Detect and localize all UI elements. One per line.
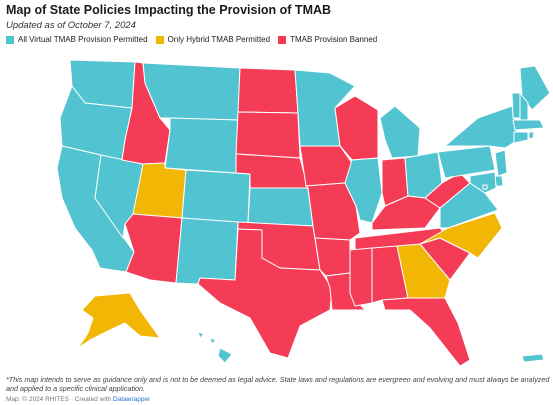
state-ct[interactable] bbox=[513, 131, 529, 144]
disclaimer-note: *This map intends to serve as guidance o… bbox=[6, 375, 550, 393]
state-pa[interactable] bbox=[437, 145, 496, 179]
state-co[interactable] bbox=[181, 169, 251, 224]
state-ks[interactable] bbox=[247, 187, 314, 227]
state-me[interactable] bbox=[519, 65, 551, 111]
state-sd[interactable] bbox=[235, 111, 301, 159]
map-credit: Map: © 2024 RHITES · Created with Datawr… bbox=[6, 396, 150, 403]
state-ms[interactable] bbox=[349, 247, 373, 307]
legend-swatch-all-virtual bbox=[6, 35, 14, 44]
legend-label-hybrid: Only Hybrid TMAB Permitted bbox=[167, 35, 271, 44]
state-nd[interactable] bbox=[237, 67, 299, 114]
legend-swatch-banned bbox=[278, 35, 287, 44]
legend-label-all-virtual: All Virtual TMAB Provision Permitted bbox=[18, 35, 148, 44]
map-title: Map of State Policies Impacting the Prov… bbox=[6, 3, 332, 17]
state-md[interactable] bbox=[469, 171, 497, 194]
state-ny[interactable] bbox=[444, 105, 519, 149]
state-ia[interactable] bbox=[299, 145, 353, 187]
state-wy[interactable] bbox=[164, 117, 239, 174]
state-hi[interactable] bbox=[197, 331, 233, 364]
state-ak[interactable] bbox=[77, 292, 161, 349]
legend-item-banned: TMAB Provision Banned bbox=[278, 35, 377, 44]
state-az[interactable] bbox=[124, 213, 183, 284]
state-tx[interactable] bbox=[197, 228, 333, 359]
state-mt[interactable] bbox=[142, 62, 241, 121]
state-nj[interactable] bbox=[494, 149, 508, 177]
state-ri[interactable] bbox=[528, 131, 535, 140]
state-dc[interactable] bbox=[482, 184, 488, 190]
state-ar[interactable] bbox=[314, 237, 351, 277]
legend-item-hybrid: Only Hybrid TMAB Permitted bbox=[155, 35, 271, 44]
map-subtitle: Updated as of October 7, 2024 bbox=[6, 20, 136, 31]
state-pr[interactable] bbox=[521, 353, 545, 363]
datawrapper-link[interactable]: Datawrapper bbox=[113, 396, 151, 403]
state-mi[interactable] bbox=[379, 105, 421, 159]
legend-item-all-virtual: All Virtual TMAB Provision Permitted bbox=[6, 35, 148, 44]
state-nm[interactable] bbox=[175, 217, 239, 285]
legend-swatch-hybrid bbox=[155, 35, 164, 44]
credit-prefix: Map: © 2024 RHITES · Created with bbox=[6, 396, 112, 403]
state-ma[interactable] bbox=[512, 119, 545, 131]
state-vt[interactable] bbox=[511, 92, 521, 119]
state-il[interactable] bbox=[344, 157, 383, 224]
state-fl[interactable] bbox=[381, 297, 471, 367]
map-legend: All Virtual TMAB Provision Permitted Onl… bbox=[6, 35, 377, 44]
state-ga[interactable] bbox=[396, 243, 451, 299]
legend-label-banned: TMAB Provision Banned bbox=[290, 35, 378, 44]
us-state-map bbox=[56, 59, 551, 367]
